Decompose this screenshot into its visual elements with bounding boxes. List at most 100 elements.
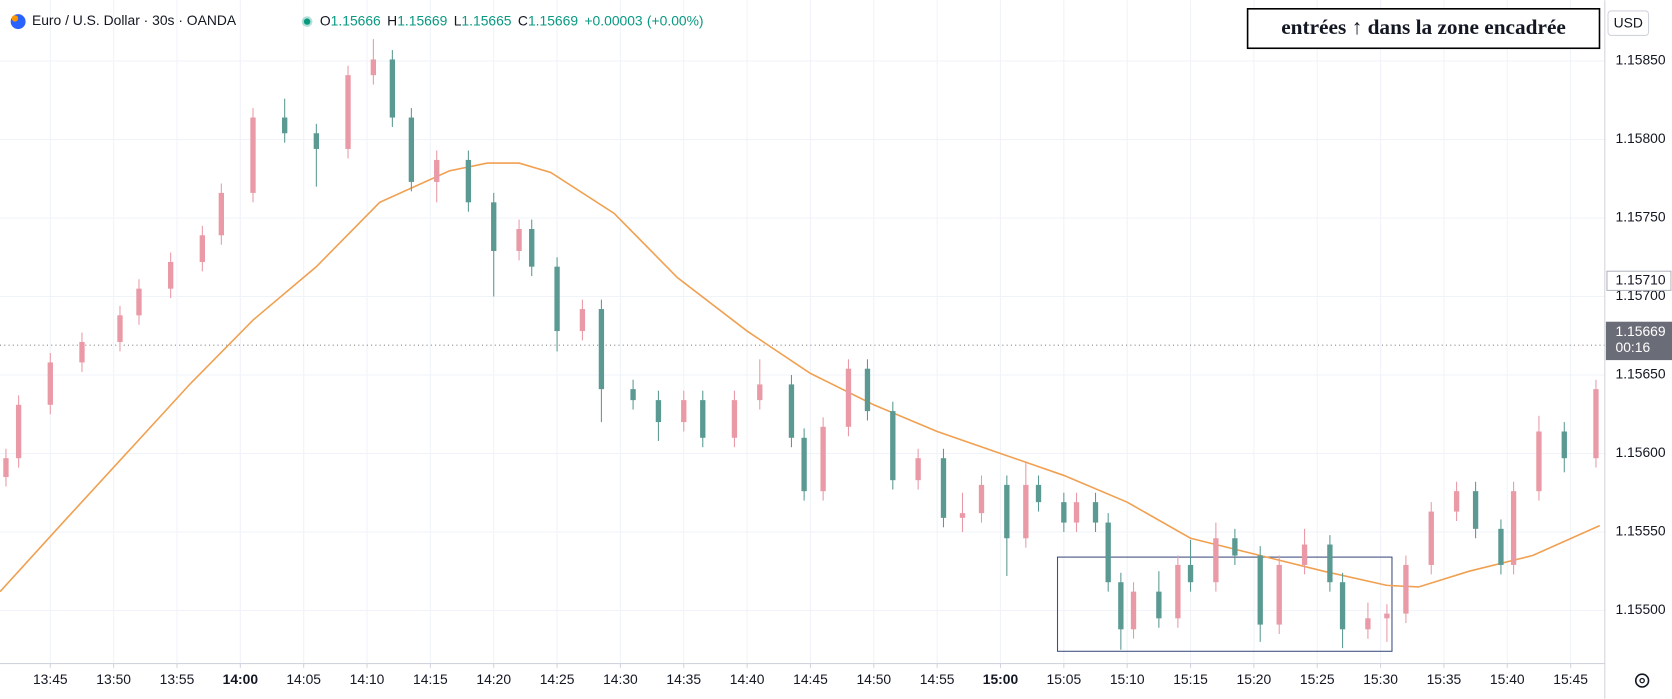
x-tick-label: 15:00 [983,671,1019,687]
candle-body [79,342,85,363]
x-tick-label: 13:50 [96,671,131,687]
y-tick-label: 1.15800 [1615,130,1665,146]
x-tick-label: 15:40 [1490,671,1525,687]
candle-body [1561,431,1567,459]
x-tick-label: 14:35 [666,671,701,687]
candle-body [3,458,9,478]
symbol-title[interactable]: Euro / U.S. Dollar · 30s · OANDA [32,12,237,28]
candle-body [598,309,605,390]
candle-body [1257,555,1263,625]
settings-gear[interactable] [1634,673,1650,688]
candle-body [1472,491,1479,529]
candle-body [1536,431,1542,492]
y-tick-label: 1.15850 [1615,52,1665,68]
candle-body [1365,618,1371,630]
candle-body [1092,502,1099,523]
candle-body [313,133,320,149]
candle-body [1023,484,1029,539]
candle-body [282,117,288,134]
ohlc-value: 1.15665 [461,12,511,28]
x-tick-label: 14:10 [350,671,385,687]
candle-body [1004,484,1010,539]
x-tick-label: 14:45 [793,671,828,687]
x-tick-label: 15:45 [1553,671,1588,687]
x-tick-label: 15:30 [1363,671,1398,687]
candle-body [801,437,807,492]
x-tick-label: 15:15 [1173,671,1208,687]
candle-body [529,229,535,267]
ohlc-header: O1.15666 H1.15669 L1.15665 C1.15669 +0.00003… [320,12,704,28]
candle-body [554,266,560,332]
candle-body [1118,582,1124,630]
candle-body [1175,564,1181,619]
change-pct: (+0.00%) [647,12,704,28]
settings-gear-center[interactable] [1639,677,1645,684]
candle-body [1339,582,1346,630]
candle-body [491,202,497,251]
price-label-box [1606,270,1672,291]
candle-body [1593,389,1599,459]
ohlc-letter: H [387,12,397,28]
candle-body [47,362,53,405]
candle-body [915,458,921,481]
settings-icon[interactable] [1634,673,1650,688]
status-dot [303,18,311,25]
x-tick-label: 14:30 [603,671,638,687]
y-tick-label: 1.15500 [1615,601,1665,617]
candle-body [1510,491,1517,565]
y-tick-label: 1.15700 [1615,287,1665,303]
candle-body [1453,491,1460,512]
x-tick-label: 15:25 [1300,671,1335,687]
candle-body [1428,511,1434,565]
x-tick-label: 13:55 [160,671,195,687]
candle-body [389,59,396,118]
candle-body [199,235,205,262]
candle-body [630,389,636,401]
marks [0,39,1601,652]
candle-body [345,75,351,149]
candle-body [890,411,896,481]
candle-body [788,384,795,438]
ohlc-letter: L [454,12,462,28]
candle-body [1156,591,1162,619]
candle-body [579,309,586,332]
candle-body [1327,544,1333,583]
candle-body [250,117,256,193]
ohlc-letter: O [320,12,331,28]
candle-body [864,368,871,412]
ohlc-value: 1.15669 [528,12,578,28]
candle-body [940,458,947,518]
x-tick-label: 15:35 [1427,671,1462,687]
candle-body [978,484,985,514]
candle-body [1232,538,1238,556]
candle-body [700,400,706,438]
x-tick-label: 14:20 [476,671,511,687]
price-label: 1.15710 [1615,271,1665,287]
candle-body [370,59,377,76]
candle-body [1276,564,1282,625]
currency-button[interactable] [1607,10,1650,36]
currency[interactable]: USD [1614,14,1643,30]
candle-body [1073,502,1080,523]
y-tick-label: 1.15600 [1615,444,1665,460]
x-tick-label: 14:00 [223,671,259,687]
ohlc-value: 1.15669 [397,12,447,28]
candle-body [167,261,174,289]
ohlc-value: 1.15666 [331,12,381,28]
candle-body [434,159,440,182]
candle-body [731,400,738,438]
candle-body [959,513,966,518]
candle-body [655,400,662,423]
entry-zone [1056,556,1393,652]
candle-body [1213,538,1219,583]
candle-body [15,404,22,459]
last-price-label: 1.15669 [1615,323,1665,339]
candle-body [136,288,142,316]
candle-body [1187,564,1194,583]
candle-body [681,400,687,423]
grid [0,0,1605,664]
candle-body [1035,484,1042,503]
